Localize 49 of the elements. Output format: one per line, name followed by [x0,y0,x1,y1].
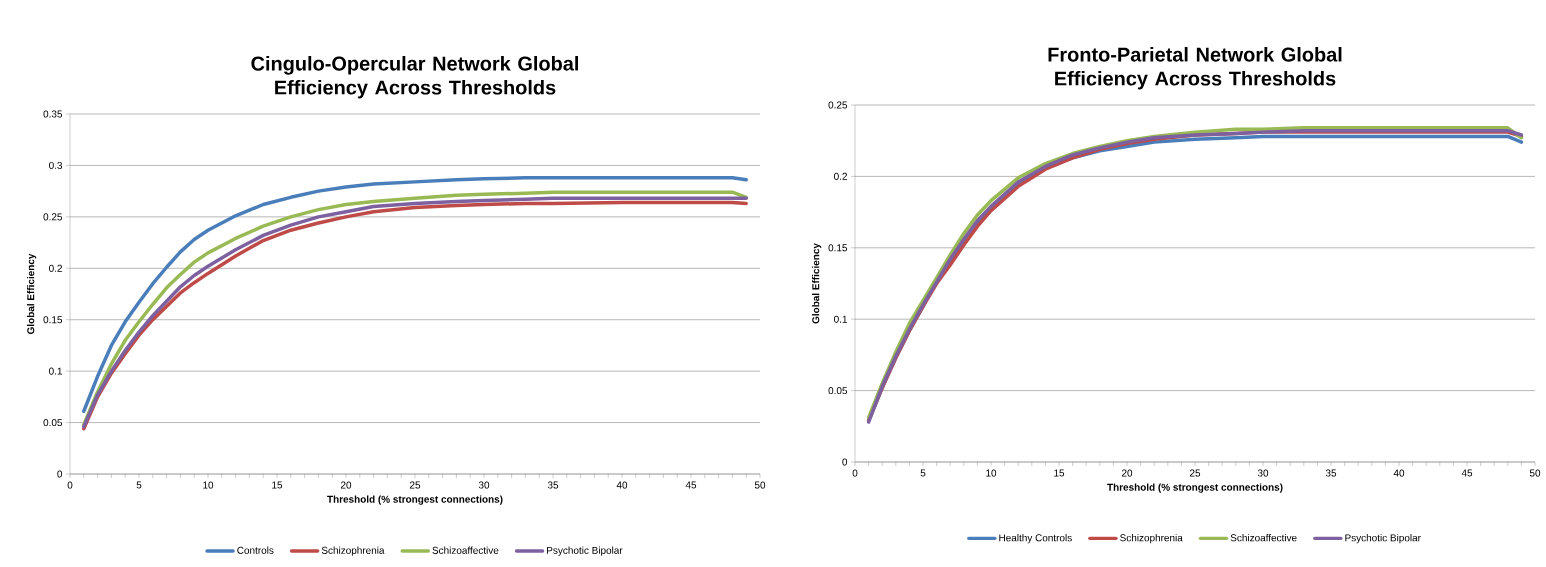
y-tick-label: 0.1 [49,367,62,375]
y-tick-label: 0.15 [828,244,848,252]
x-tick-label: 0 [852,469,858,477]
x-tick-label: 10 [203,481,214,489]
chart-title: Fronto-Parietal Network Global Efficiency Across Thresholds [1048,47,1342,90]
x-tick-label: 50 [1529,469,1541,477]
x-axis-title: Threshold (% strongest connections) [1107,483,1283,493]
x-tick-label: 10 [986,469,997,477]
x-tick-label: 20 [1121,469,1133,477]
x-tick-label: 5 [136,481,142,489]
chart-title: Cingulo-Opercular Network Global Efficiency Across Thresholds [251,56,578,99]
y-tick-label: 0.2 [49,264,62,272]
x-tick-label: 30 [1257,469,1269,477]
y-tick-label: 0 [842,458,848,466]
x-tick-label: 35 [1325,469,1337,477]
x-tick-label: 40 [1393,469,1405,477]
x-tick-label: 45 [1461,469,1473,477]
legend-label: Schizophrenia [321,546,385,556]
y-tick-label: 0.1 [834,315,848,323]
legend-label: Schizophrenia [1120,534,1183,544]
legend-label: Schizoaffective [432,546,499,554]
x-tick-label: 25 [1189,469,1201,477]
legend-label: Schizoaffective [1230,534,1297,542]
y-tick-label: 0.3 [49,161,63,169]
x-tick-label: 20 [340,481,352,489]
y-tick-label: 0.15 [43,316,63,324]
y-tick-label: 0.05 [828,387,848,395]
x-tick-label: 15 [272,481,283,489]
x-tick-label: 0 [67,481,73,489]
y-axis-title: Global Efficiency [811,243,822,324]
y-tick-label: 0.2 [834,172,847,180]
x-tick-label: 40 [616,481,628,489]
x-tick-label: 30 [478,481,490,489]
legend-label: Psychotic Bipolar [547,546,623,556]
x-tick-label: 25 [409,481,421,489]
x-axis-title: Threshold (% strongest connections) [327,495,503,505]
legend-label: Controls [237,546,274,554]
legend-label: Psychotic Bipolar [1345,534,1421,544]
y-tick-label: 0.05 [43,419,63,427]
x-tick-label: 35 [547,481,559,489]
y-tick-label: 0.25 [828,101,848,109]
x-tick-label: 5 [920,469,926,477]
y-tick-label: 0.25 [43,213,63,221]
y-tick-label: 0.35 [43,110,63,118]
legend-label: Healthy Controls [999,534,1072,544]
x-tick-label: 45 [685,481,697,489]
x-tick-label: 15 [1054,469,1065,477]
y-axis-title: Global Efficiency [26,253,37,335]
x-tick-label: 50 [754,481,766,489]
